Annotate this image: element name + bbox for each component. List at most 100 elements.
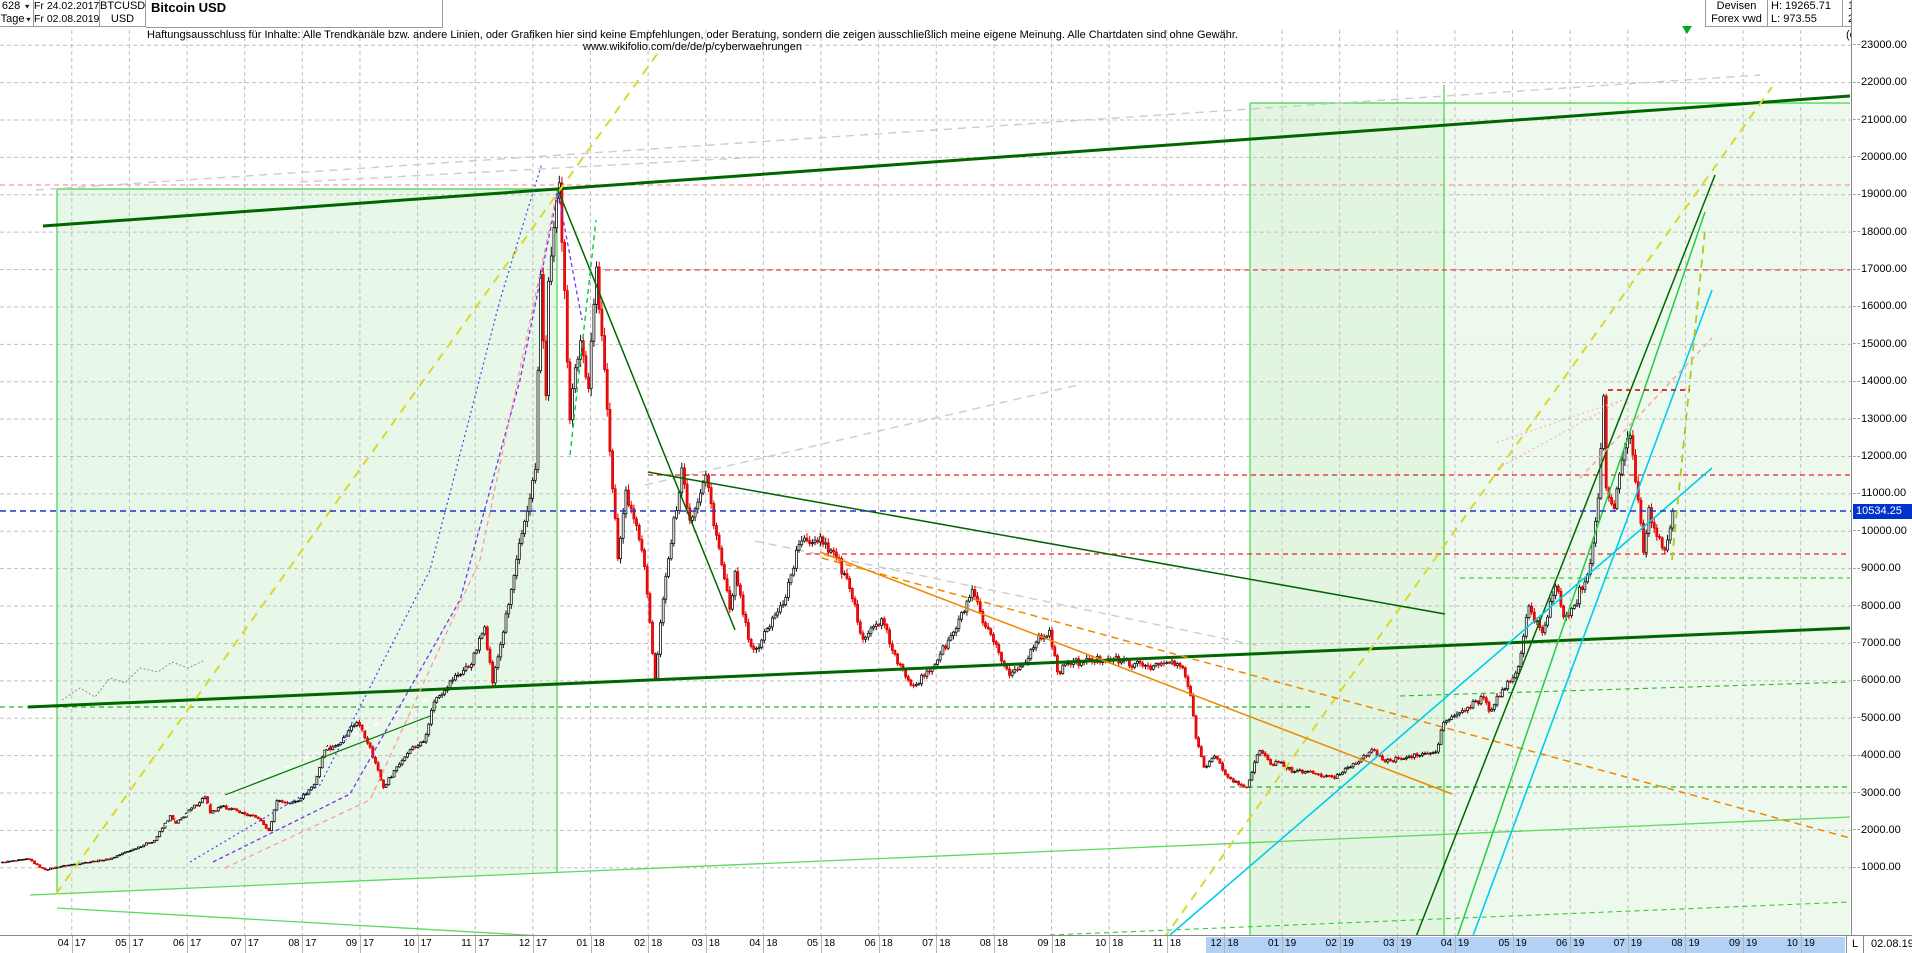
- month-tick: [71, 936, 73, 953]
- cyan-steep[interactable]: [1466, 289, 1713, 952]
- price-tick: [1853, 605, 1860, 607]
- time-axis[interactable]: L 02.08.19 04 17 05 17 06 17 07 17 08 17 09 17 10 17 1…: [0, 935, 1912, 953]
- month-label: 06: [1556, 938, 1568, 949]
- price-tick: [1853, 193, 1860, 195]
- year-label: 18: [939, 938, 951, 949]
- gray-channel-b[interactable]: [299, 156, 761, 183]
- month-label: 10: [403, 938, 415, 949]
- month-label: 01: [576, 938, 588, 949]
- price-tick: [1853, 679, 1860, 681]
- price-tick: [1853, 829, 1860, 831]
- pink-rally[interactable]: [224, 191, 558, 869]
- period-cell[interactable]: 628 ▼ Tage▼: [0, 0, 34, 27]
- month-tick: [993, 936, 995, 953]
- month-tick: [1166, 936, 1168, 953]
- upper-channel-thick[interactable]: [42, 94, 1851, 228]
- month-label: 12: [1210, 938, 1222, 949]
- price-label: 3000.00: [1861, 786, 1901, 799]
- month-tick: [821, 936, 822, 953]
- lightgreen-diag-long[interactable]: [29, 816, 1851, 896]
- month-label: 07: [1613, 938, 1625, 949]
- gray-channel-a[interactable]: [35, 74, 1761, 191]
- price-axis[interactable]: 1000.00 2000.00 3000.00 4000.00 5000.00 6000.…: [1851, 0, 1912, 952]
- chevron-down-icon: ▼: [24, 15, 33, 24]
- date-range-cell[interactable]: Fr 24.02.2017 Fr 02.08.2019: [34, 0, 100, 27]
- yellow-support-right[interactable]: [1153, 86, 1773, 952]
- green-dash-crash[interactable]: [569, 219, 597, 456]
- signal-triangle-icon: [1682, 26, 1692, 34]
- month-label: 08: [288, 938, 300, 949]
- bars-count-dropdown[interactable]: 628 ▼: [0, 0, 33, 13]
- month-label: 07: [230, 938, 242, 949]
- year-label: 19: [1457, 938, 1470, 949]
- month-tick: [302, 936, 304, 953]
- price-tick: [1853, 792, 1860, 793]
- sup-right-sloped[interactable]: [1399, 681, 1851, 697]
- month-label: 07: [922, 938, 934, 949]
- price-label: 2000.00: [1861, 823, 1901, 836]
- month-tick: [1397, 936, 1399, 953]
- descending-resistance[interactable]: [647, 471, 1446, 615]
- violet-rally[interactable]: [212, 191, 583, 863]
- month-label: 11: [1152, 938, 1164, 949]
- year-label: 18: [651, 938, 663, 949]
- gray-rise-mid[interactable]: [644, 384, 1079, 486]
- year-label: 18: [823, 938, 836, 949]
- year-label: 17: [420, 938, 432, 949]
- header-underline: [437, 26, 1705, 27]
- year-label: 18: [593, 938, 605, 949]
- month-tick: [1051, 936, 1053, 953]
- price-label: 19000.00: [1861, 188, 1907, 201]
- yellow-support-main[interactable]: [55, 49, 661, 895]
- month-label: 04: [1440, 938, 1453, 949]
- right-box-inner: [1250, 103, 1444, 952]
- month-tick: [936, 936, 938, 953]
- month-tick: [244, 936, 246, 953]
- month-tick: [1282, 936, 1283, 953]
- pink-fan-ray2[interactable]: [1494, 399, 1623, 444]
- blue-dotted-rally[interactable]: [189, 162, 543, 863]
- sup-bottom-sloped[interactable]: [1049, 901, 1851, 936]
- symbol-cell[interactable]: BTCUSD USD: [100, 0, 146, 27]
- lower-channel-thick[interactable]: [27, 626, 1851, 709]
- period-low: L: 973.55: [1771, 13, 1817, 25]
- white-dash-2017[interactable]: [164, 695, 436, 826]
- month-tick: [360, 936, 361, 953]
- price-tick: [1853, 492, 1860, 494]
- cyan-long[interactable]: [1169, 467, 1713, 936]
- month-tick: [1454, 936, 1456, 953]
- month-tick: [648, 936, 650, 953]
- orange-solid[interactable]: [819, 551, 1453, 795]
- last-bar-label: L: [1846, 936, 1864, 953]
- year-label: 17: [478, 938, 490, 949]
- page-title: Bitcoin USD: [151, 0, 227, 15]
- price-label: 9000.00: [1861, 562, 1901, 575]
- price-tick: [1853, 380, 1860, 382]
- orange-dashed[interactable]: [821, 557, 1851, 839]
- year-label: 19: [1285, 938, 1297, 949]
- month-label: 03: [1383, 938, 1395, 949]
- month-label: 08: [1671, 938, 1683, 949]
- month-tick: [187, 936, 189, 953]
- year-label: 17: [362, 938, 375, 949]
- peak-crash-line[interactable]: [557, 189, 736, 631]
- price-label: 7000.00: [1861, 636, 1901, 649]
- year-label: 17: [535, 938, 547, 949]
- price-label: 11000.00: [1861, 487, 1907, 500]
- price-label: 13000.00: [1861, 412, 1907, 425]
- pink-fan-ray1[interactable]: [1494, 399, 1623, 471]
- period-unit-dropdown[interactable]: Tage▼: [0, 13, 33, 26]
- price-tick: [1853, 44, 1860, 46]
- month-tick: [129, 936, 131, 953]
- price-label: 1000.00: [1861, 861, 1901, 874]
- steep-green-dark[interactable]: [1409, 174, 1716, 952]
- month-tick: [705, 936, 707, 953]
- year-label: 18: [708, 938, 720, 949]
- uptrend-2017[interactable]: [224, 715, 431, 796]
- chevron-down-icon: ▼: [23, 2, 32, 11]
- year-label: 18: [881, 938, 893, 949]
- price-label: 12000.00: [1861, 450, 1907, 462]
- left-sparkline: [61, 659, 206, 701]
